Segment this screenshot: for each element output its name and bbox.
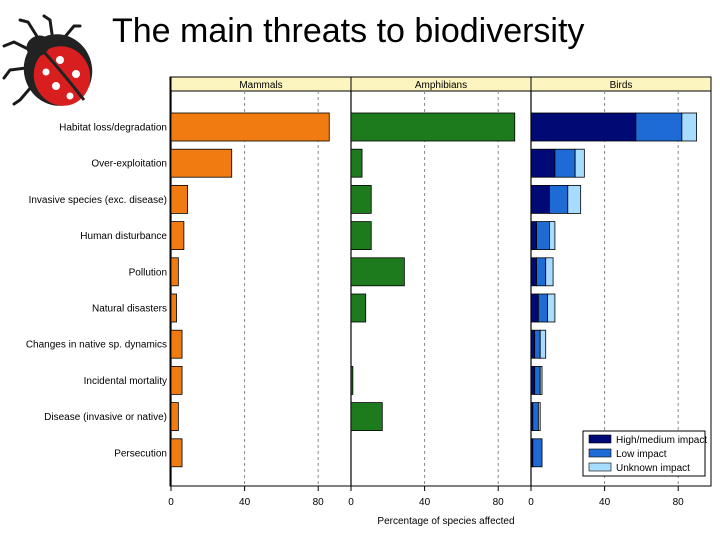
bar-mammals-invasive-species-exc-disease [170,184,188,214]
tick-label-mammals-40: 40 [239,497,251,508]
slide-title: The main threats to biodiversity [112,12,585,50]
bar-birds-disease-invasive-or-native-unknown-impact [537,402,541,432]
bar-birds-natural-disasters-high-medium-impact [530,293,539,323]
legend-swatch-low-impact [588,448,612,458]
bar-birds-human-disturbance-low-impact [536,221,550,251]
legend-label-high-medium-impact: High/medium impact [616,435,707,446]
bar-mammals-pollution [170,257,179,287]
category-label-natural-disasters: Natural disasters [92,304,167,315]
bar-amphibians-natural-disasters [350,293,367,323]
bar-birds-human-disturbance-unknown-impact [549,221,556,251]
bar-birds-invasive-species-exc-disease-low-impact [549,184,569,214]
panel-title-birds: Birds [610,80,633,91]
category-label-persecution: Persecution [114,448,167,459]
bar-amphibians-over-exploitation [350,148,363,178]
bar-birds-pollution-unknown-impact [545,257,554,287]
tick-label-amphibians-80: 80 [493,497,505,508]
category-label-pollution: Pollution [129,267,167,278]
bar-birds-invasive-species-exc-disease-high-medium-impact [530,184,550,214]
panel-title-mammals: Mammals [239,80,282,91]
bar-birds-natural-disasters-unknown-impact [547,293,556,323]
ladybug-icon [2,14,93,106]
panel-title-amphibians: Amphibians [415,80,467,91]
bar-amphibians-invasive-species-exc-disease [350,184,372,214]
bar-birds-changes-in-native-sp-dynamics-high-medium-impact [530,329,536,359]
bar-birds-pollution-low-impact [536,257,547,287]
tick-label-mammals-0: 0 [168,497,174,508]
bar-amphibians-pollution [350,257,405,287]
bar-mammals-human-disturbance [170,221,185,251]
tick-label-birds-80: 80 [673,497,685,508]
bar-mammals-over-exploitation [170,148,233,178]
bar-birds-pollution-high-medium-impact [530,257,537,287]
category-label-over-exploitation: Over-exploitation [91,159,167,170]
bar-birds-over-exploitation-low-impact [554,148,576,178]
x-axis-label: Percentage of species affected [377,516,514,527]
bar-birds-human-disturbance-high-medium-impact [530,221,537,251]
bar-mammals-natural-disasters [170,293,177,323]
category-label-habitat-loss-degradation: Habitat loss/degradation [59,123,167,134]
bar-birds-over-exploitation-unknown-impact [574,148,585,178]
legend-swatch-high-medium-impact [588,434,612,444]
legend-label-low-impact: Low impact [616,449,667,460]
tick-label-birds-0: 0 [528,497,534,508]
bar-birds-habitat-loss-degradation-unknown-impact [681,112,698,142]
bar-birds-persecution-low-impact [532,438,543,468]
bar-birds-natural-disasters-low-impact [537,293,548,323]
category-label-incidental-mortality: Incidental mortality [84,376,167,387]
bar-birds-invasive-species-exc-disease-unknown-impact [567,184,582,214]
tick-label-birds-40: 40 [599,497,611,508]
bar-mammals-disease-invasive-or-native [170,402,179,432]
category-label-disease-invasive-or-native: Disease (invasive or native) [44,412,167,423]
bar-birds-habitat-loss-degradation-high-medium-impact [530,112,637,142]
bar-mammals-incidental-mortality [170,365,183,395]
category-label-changes-in-native-sp-dynamics: Changes in native sp. dynamics [26,340,167,351]
bar-mammals-habitat-loss-degradation [170,112,330,142]
bar-birds-changes-in-native-sp-dynamics-low-impact [534,329,541,359]
legend-label-unknown-impact: Unknown impact [616,463,690,474]
tick-label-amphibians-40: 40 [419,497,431,508]
bar-birds-over-exploitation-high-medium-impact [530,148,556,178]
bar-birds-incidental-mortality-low-impact [534,365,541,395]
bar-mammals-persecution [170,438,183,468]
bar-amphibians-human-disturbance [350,221,372,251]
bar-mammals-changes-in-native-sp-dynamics [170,329,183,359]
bar-birds-habitat-loss-degradation-low-impact [635,112,683,142]
bar-birds-disease-invasive-or-native-low-impact [532,402,539,432]
bar-amphibians-habitat-loss-degradation [350,112,516,142]
bar-birds-incidental-mortality-high-medium-impact [530,365,536,395]
tick-label-amphibians-0: 0 [348,497,354,508]
legend-swatch-unknown-impact [588,462,612,472]
bar-amphibians-disease-invasive-or-native [350,402,383,432]
category-label-invasive-species-exc-disease: Invasive species (exc. disease) [29,195,167,206]
category-label-human-disturbance: Human disturbance [80,231,167,242]
bar-birds-changes-in-native-sp-dynamics-unknown-impact [539,329,547,359]
tick-label-mammals-80: 80 [313,497,325,508]
bar-birds-incidental-mortality-unknown-impact [539,365,543,395]
bar-amphibians-incidental-mortality [350,365,354,395]
